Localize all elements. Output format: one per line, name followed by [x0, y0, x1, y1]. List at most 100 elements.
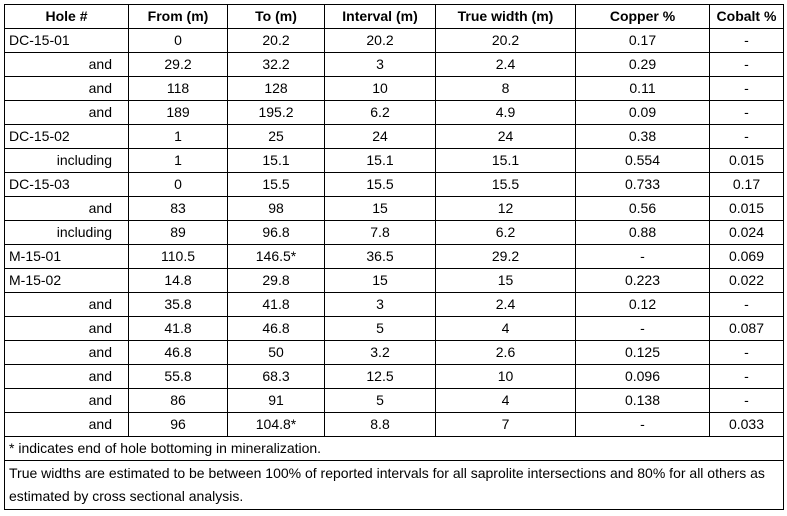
- cell-copper: 0.733: [575, 172, 710, 197]
- cell-hole: DC-15-02: [4, 124, 129, 149]
- cell-true-width: 29.2: [435, 244, 576, 269]
- cell-from: 118: [128, 76, 228, 101]
- cell-cobalt: 0.015: [709, 148, 784, 173]
- table-row: and 35.8 41.8 3 2.4 0.12-: [4, 292, 784, 317]
- cell-hole: and: [4, 364, 129, 389]
- cell-to: 98: [227, 196, 325, 221]
- cell-hole: and: [4, 340, 129, 365]
- cell-true-width: 4: [435, 316, 576, 341]
- cell-copper: 0.12: [575, 292, 710, 317]
- cell-to: 46.8: [227, 316, 325, 341]
- cell-copper: 0.138: [575, 388, 710, 413]
- cell-hole: including: [4, 148, 129, 173]
- table-row: DC-15-03 0 15.5 15.5 15.5 0.733 0.17: [4, 172, 784, 197]
- cell-interval: 6.2: [324, 100, 436, 125]
- cell-hole: and: [4, 76, 129, 101]
- cell-from: 96: [128, 412, 228, 437]
- cell-to: 32.2: [227, 52, 325, 77]
- cell-true-width: 12: [435, 196, 576, 221]
- cell-hole: and: [4, 388, 129, 413]
- table-row: M-15-01 110.5 146.5* 36.5 29.2-0.069: [4, 244, 784, 269]
- header-interval: Interval (m): [324, 4, 436, 29]
- cell-to: 104.8*: [227, 412, 325, 437]
- table-row: and 41.8 46.8 5 4-0.087: [4, 316, 784, 341]
- header-to: To (m): [227, 4, 325, 29]
- cell-interval: 15: [324, 196, 436, 221]
- cell-to: 91: [227, 388, 325, 413]
- cell-copper: 0.223: [575, 268, 710, 293]
- cell-interval: 15: [324, 268, 436, 293]
- cell-hole: including: [4, 220, 129, 245]
- cell-hole: and: [4, 196, 129, 221]
- cell-true-width: 2.4: [435, 292, 576, 317]
- cell-from: 86: [128, 388, 228, 413]
- cell-true-width: 6.2: [435, 220, 576, 245]
- table-row: DC-15-01 0 20.2 20.2 20.2 0.17-: [4, 28, 784, 53]
- cell-interval: 15.5: [324, 172, 436, 197]
- cell-interval: 5: [324, 388, 436, 413]
- cell-cobalt: -: [709, 340, 784, 365]
- cell-to: 68.3: [227, 364, 325, 389]
- cell-copper: 0.88: [575, 220, 710, 245]
- cell-cobalt: 0.024: [709, 220, 784, 245]
- cell-to: 29.8: [227, 268, 325, 293]
- cell-from: 29.2: [128, 52, 228, 77]
- footnote-end-of-hole: * indicates end of hole bottoming in min…: [4, 436, 784, 461]
- cell-hole: DC-15-01: [4, 28, 129, 53]
- cell-from: 110.5: [128, 244, 228, 269]
- cell-cobalt: -: [709, 52, 784, 77]
- cell-from: 55.8: [128, 364, 228, 389]
- table-row: and 86 91 5 4 0.138-: [4, 388, 784, 413]
- cell-true-width: 8: [435, 76, 576, 101]
- header-copper: Copper %: [575, 4, 710, 29]
- cell-true-width: 7: [435, 412, 576, 437]
- footnote-row: True widths are estimated to be between …: [4, 460, 784, 510]
- cell-cobalt: 0.087: [709, 316, 784, 341]
- cell-true-width: 4.9: [435, 100, 576, 125]
- cell-from: 14.8: [128, 268, 228, 293]
- cell-true-width: 24: [435, 124, 576, 149]
- cell-cobalt: -: [709, 388, 784, 413]
- header-hole: Hole #: [4, 4, 129, 29]
- cell-cobalt: 0.022: [709, 268, 784, 293]
- cell-cobalt: -: [709, 76, 784, 101]
- cell-to: 15.1: [227, 148, 325, 173]
- cell-copper: 0.096: [575, 364, 710, 389]
- cell-interval: 5: [324, 316, 436, 341]
- cell-true-width: 2.4: [435, 52, 576, 77]
- cell-hole: and: [4, 100, 129, 125]
- cell-interval: 3: [324, 52, 436, 77]
- cell-copper: 0.11: [575, 76, 710, 101]
- cell-true-width: 10: [435, 364, 576, 389]
- cell-true-width: 15: [435, 268, 576, 293]
- cell-cobalt: 0.17: [709, 172, 784, 197]
- cell-from: 41.8: [128, 316, 228, 341]
- table-row: and 83 98 15 12 0.56 0.015: [4, 196, 784, 221]
- footnote-true-widths: True widths are estimated to be between …: [4, 460, 784, 510]
- cell-cobalt: -: [709, 292, 784, 317]
- cell-true-width: 2.6: [435, 340, 576, 365]
- cell-from: 1: [128, 124, 228, 149]
- cell-cobalt: -: [709, 124, 784, 149]
- cell-from: 46.8: [128, 340, 228, 365]
- header-row: Hole # From (m) To (m) Interval (m) True…: [4, 4, 784, 29]
- cell-to: 20.2: [227, 28, 325, 53]
- cell-hole: M-15-01: [4, 244, 129, 269]
- cell-interval: 24: [324, 124, 436, 149]
- cell-copper: -: [575, 244, 710, 269]
- cell-interval: 12.5: [324, 364, 436, 389]
- cell-from: 189: [128, 100, 228, 125]
- table-row: including 89 96.8 7.8 6.2 0.88 0.024: [4, 220, 784, 245]
- cell-cobalt: 0.015: [709, 196, 784, 221]
- cell-copper: 0.17: [575, 28, 710, 53]
- cell-to: 128: [227, 76, 325, 101]
- cell-true-width: 20.2: [435, 28, 576, 53]
- header-true-width: True width (m): [435, 4, 576, 29]
- cell-copper: -: [575, 412, 710, 437]
- table-row: and 29.2 32.2 3 2.4 0.29-: [4, 52, 784, 77]
- table-row: M-15-02 14.8 29.8 15 15 0.223 0.022: [4, 268, 784, 293]
- cell-to: 15.5: [227, 172, 325, 197]
- cell-to: 41.8: [227, 292, 325, 317]
- cell-copper: 0.38: [575, 124, 710, 149]
- cell-hole: DC-15-03: [4, 172, 129, 197]
